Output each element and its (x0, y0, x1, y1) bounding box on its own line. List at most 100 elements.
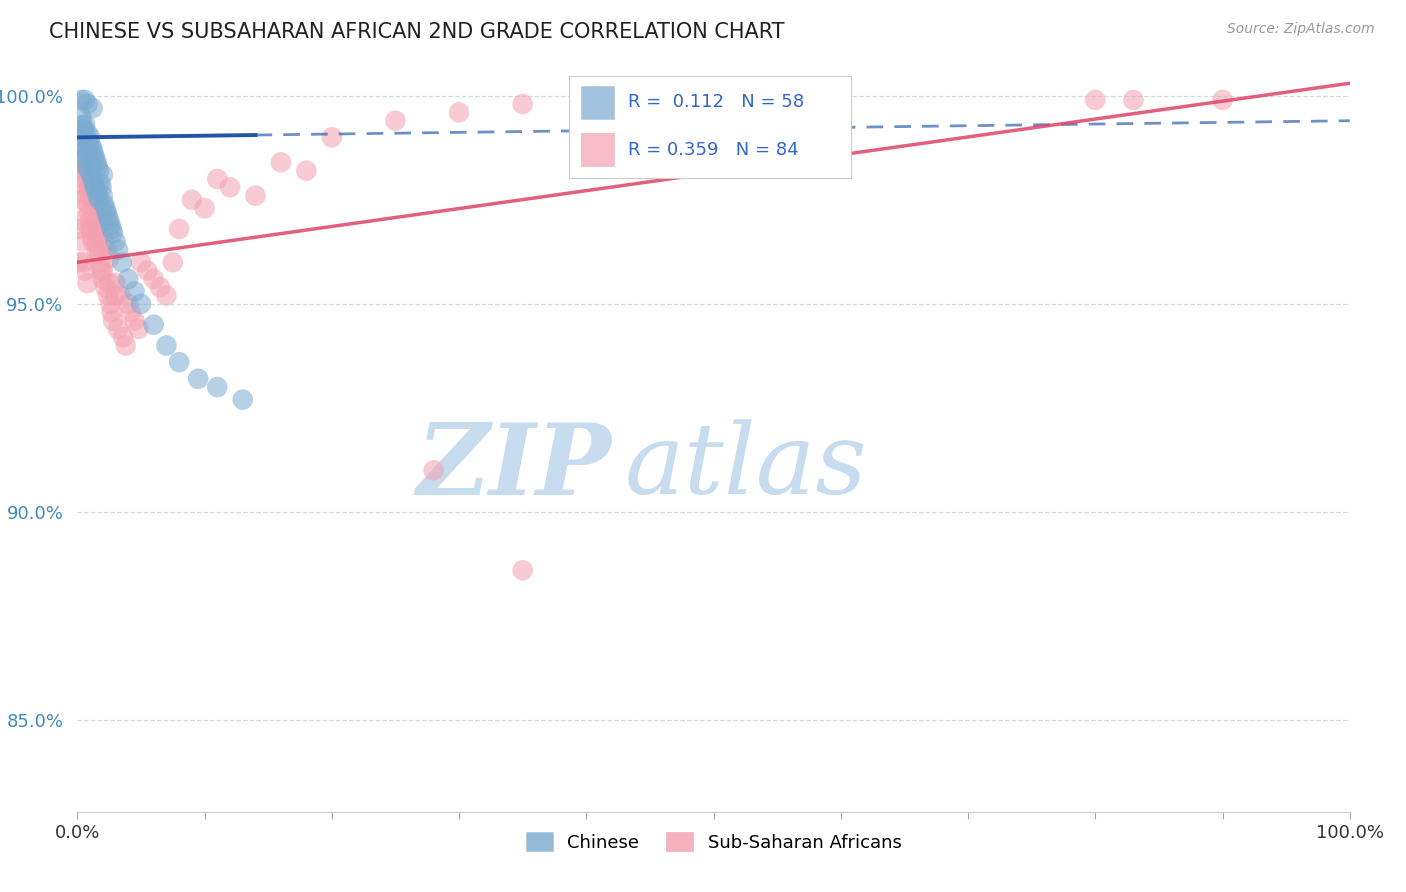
Point (91, 272, 114, 286)
Point (84, 180, 107, 194)
Point (180, 193, 202, 207)
Point (76, 172, 98, 186)
Point (100, 305, 122, 319)
Point (112, 330, 135, 344)
Point (82, 101, 104, 115)
Point (110, 288, 132, 302)
Point (321, 130, 343, 145)
Point (77, 135, 100, 149)
Point (75, 160, 97, 174)
Point (70, 130, 93, 145)
Point (72, 118, 94, 132)
Bar (581, 133, 614, 166)
Point (79, 155, 101, 169)
Point (86, 247, 108, 261)
Point (91, 188, 114, 202)
Point (142, 272, 165, 286)
Point (76, 126, 98, 140)
Point (830, 93, 852, 107)
Bar (581, 87, 614, 119)
Point (245, 188, 267, 202)
Point (70, 93, 93, 107)
Point (79, 222, 101, 236)
Point (76, 276, 98, 290)
Point (270, 155, 292, 169)
Point (117, 297, 139, 311)
Point (86, 230, 108, 244)
Point (93, 197, 115, 211)
Point (82, 197, 104, 211)
Point (73, 180, 96, 194)
Point (86, 238, 108, 252)
Point (75, 188, 97, 202)
Point (90, 180, 112, 194)
Point (447, 105, 470, 120)
Point (187, 372, 209, 386)
Point (149, 280, 172, 294)
Point (73, 122, 96, 136)
Point (83, 147, 105, 161)
Point (114, 338, 136, 352)
Point (124, 285, 146, 299)
Point (107, 322, 129, 336)
Point (80, 222, 103, 236)
Point (142, 318, 165, 332)
Point (89, 255, 111, 269)
Point (167, 222, 190, 236)
Point (73, 155, 96, 169)
Point (96, 205, 118, 219)
Point (73, 143, 96, 157)
Point (638, 93, 661, 107)
Point (512, 563, 534, 577)
Point (70, 110, 93, 124)
Point (1212, 93, 1234, 107)
Point (101, 226, 124, 240)
Point (82, 172, 104, 186)
Point (83, 176, 105, 190)
Point (84, 151, 107, 165)
Point (72, 235, 94, 249)
Point (89, 176, 111, 190)
Point (120, 305, 142, 319)
Point (127, 322, 149, 336)
Point (97, 210, 120, 224)
Point (155, 288, 177, 302)
Point (75, 130, 97, 145)
Point (73, 151, 96, 165)
Point (87, 163, 110, 178)
Point (90, 263, 112, 277)
Point (104, 235, 127, 249)
Point (86, 185, 108, 199)
Point (104, 276, 127, 290)
Point (100, 218, 122, 232)
Point (97, 288, 120, 302)
Point (77, 205, 100, 219)
Point (86, 222, 108, 236)
Point (75, 163, 97, 178)
Point (136, 263, 159, 277)
Point (80, 168, 103, 182)
Point (77, 163, 100, 178)
Point (80, 138, 103, 153)
Point (162, 255, 184, 269)
Point (167, 355, 190, 369)
Point (422, 463, 444, 477)
Point (91, 168, 114, 182)
Text: atlas: atlas (624, 419, 868, 515)
Point (1084, 93, 1107, 107)
Point (82, 230, 104, 244)
Point (207, 380, 229, 394)
Point (73, 255, 96, 269)
Point (295, 163, 318, 178)
Point (76, 197, 98, 211)
Point (232, 392, 254, 407)
Text: ZIP: ZIP (416, 419, 612, 516)
Text: R = 0.359   N = 84: R = 0.359 N = 84 (628, 141, 799, 159)
Point (129, 297, 152, 311)
Point (100, 222, 122, 236)
Point (82, 143, 104, 157)
Point (98, 213, 121, 227)
Point (73, 93, 96, 107)
Point (219, 180, 242, 194)
Point (79, 188, 101, 202)
